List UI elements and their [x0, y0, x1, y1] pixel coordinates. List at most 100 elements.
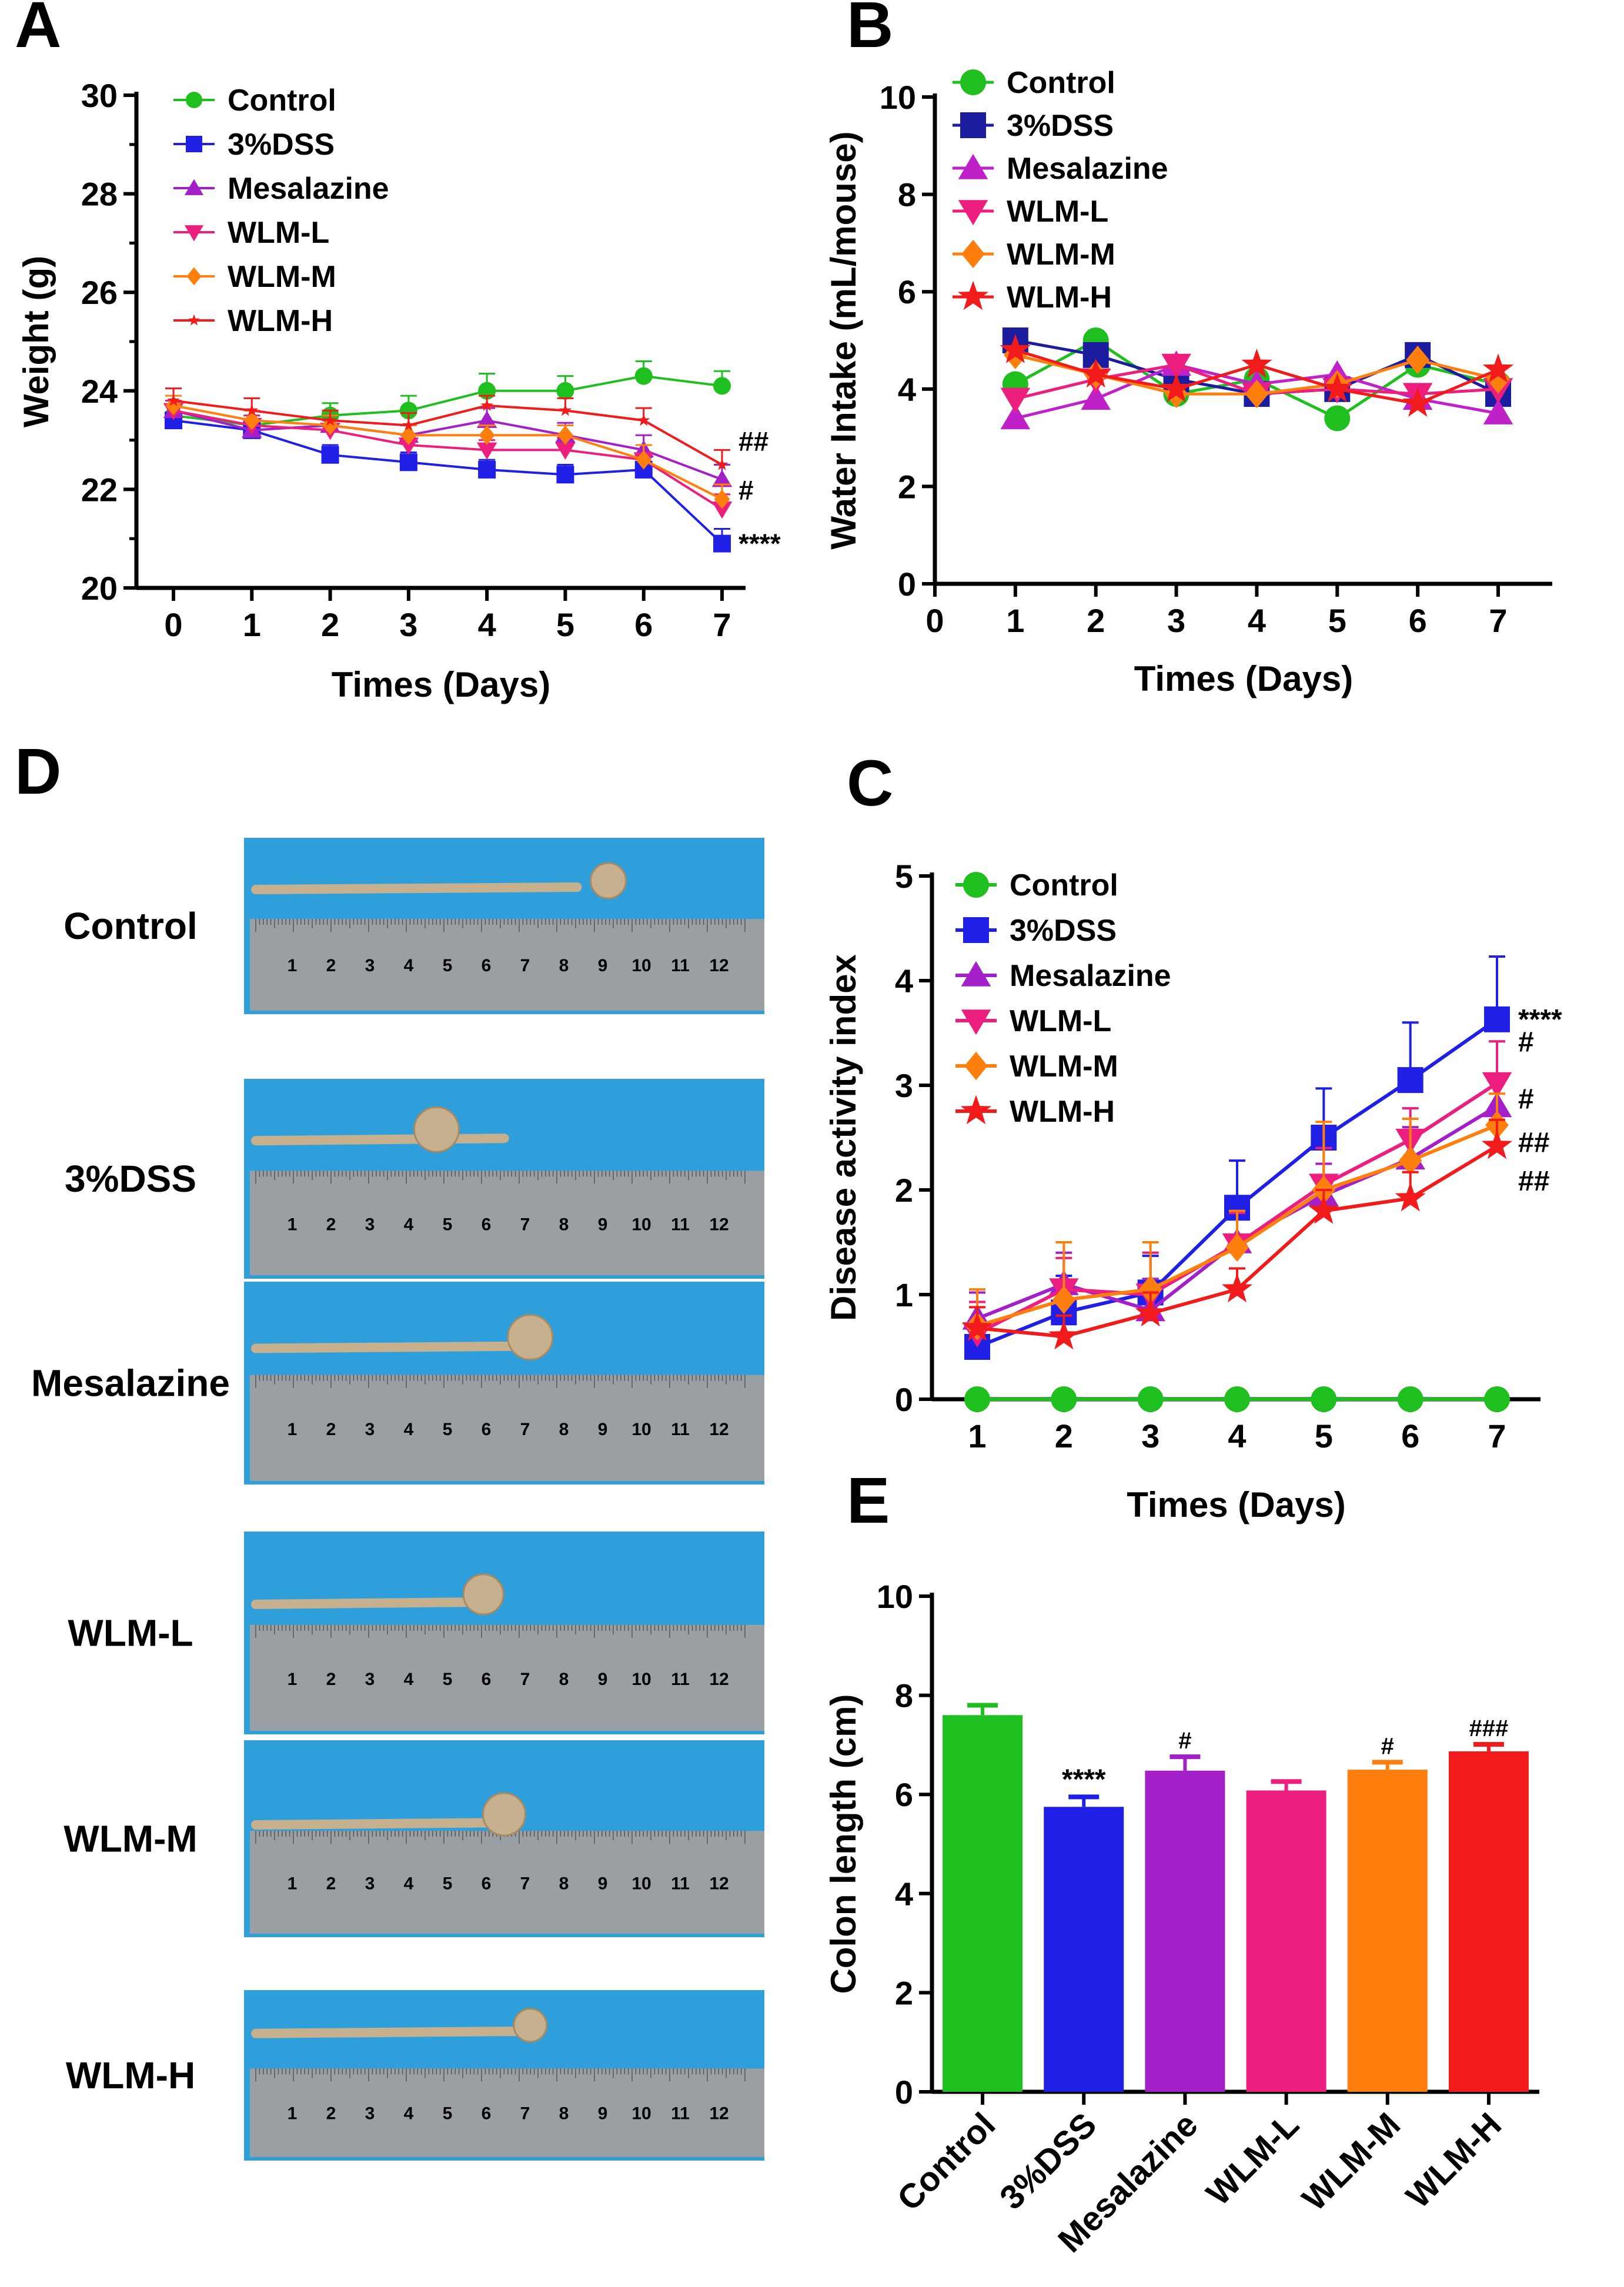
row-label: WLM-H: [66, 2054, 195, 2097]
x-tick-label: 7: [1489, 602, 1507, 639]
significance-label: ##: [1518, 1128, 1549, 1159]
legend-label: WLM-L: [1007, 195, 1108, 229]
legend-item-wlm-l: WLM-L: [173, 216, 329, 250]
ruler-number: 6: [482, 2104, 492, 2124]
legend-marker: [957, 280, 989, 310]
ruler-number: 5: [443, 1874, 453, 1894]
ruler-number: 3: [365, 1420, 375, 1439]
ruler-number: 5: [443, 1215, 453, 1234]
data-point: [1482, 1072, 1512, 1098]
ruler-number: 11: [671, 1215, 690, 1234]
ruler-number: 11: [671, 1420, 690, 1439]
ruler-number: 3: [365, 1215, 375, 1234]
bar: [1044, 1807, 1124, 2092]
y-axis-label: Disease activity index: [824, 954, 863, 1321]
y-tick-label: 1: [895, 1276, 913, 1313]
ruler: [250, 1375, 764, 1481]
data-point: [1137, 1386, 1164, 1412]
row-label: Mesalazine: [31, 1362, 230, 1405]
legend-marker: [186, 92, 202, 108]
ruler-number: 10: [631, 1215, 651, 1234]
panel-label-a: A: [15, 0, 61, 61]
data-point: [1051, 1386, 1077, 1412]
y-tick-label: 6: [895, 1776, 913, 1813]
data-point: [323, 413, 337, 426]
data-point: [245, 404, 258, 416]
row-label: WLM-L: [68, 1612, 193, 1654]
ruler-number: 11: [671, 956, 690, 975]
x-tick-label: 2: [321, 606, 339, 643]
ruler-number: 12: [709, 2104, 729, 2124]
data-point: [1484, 1386, 1510, 1412]
ruler-number: 12: [709, 1420, 729, 1439]
ruler-number: 12: [709, 1874, 729, 1894]
bar: [1246, 1790, 1326, 2092]
data-point: [1138, 1275, 1162, 1304]
ruler-number: 6: [482, 1670, 492, 1689]
legend-marker: [960, 112, 986, 138]
legend-label: Mesalazine: [228, 172, 389, 206]
data-point: [478, 460, 496, 479]
legend-item-wlm-h: WLM-H: [953, 280, 1112, 315]
ruler-number: 11: [671, 1670, 690, 1689]
panel-label-c: C: [847, 747, 893, 820]
ruler-number: 2: [326, 1215, 336, 1234]
ruler-number: 3: [365, 2104, 375, 2124]
ruler-number: 8: [559, 956, 569, 975]
legend-label: Control: [1007, 66, 1115, 100]
legend-marker: [186, 136, 202, 152]
data-point: [1324, 405, 1351, 432]
ruler: [250, 919, 764, 1011]
x-tick-label: 2: [1087, 602, 1105, 639]
x-tick-label: 3: [1167, 602, 1185, 639]
ruler-number: 4: [404, 956, 414, 975]
data-point: [480, 399, 493, 411]
y-tick-label: 0: [898, 566, 916, 603]
ruler-number: 2: [326, 1420, 336, 1439]
legend-marker: [958, 200, 988, 226]
x-tick-label: 1: [243, 606, 261, 643]
photo-control: 1 2 3 4 5 6 7 8 9 10 11 12: [244, 838, 764, 1014]
legend-marker: [188, 314, 200, 326]
data-point: [1322, 373, 1353, 402]
legend-item-control: Control: [953, 66, 1115, 100]
data-point: [1224, 1386, 1250, 1412]
panel-label-b: B: [847, 0, 893, 61]
ruler-number: 7: [520, 1874, 530, 1894]
legend-item-mesalazine: Mesalazine: [953, 152, 1168, 186]
significance-label: #: [1518, 1027, 1534, 1058]
legend-item-wlm-m: WLM-M: [953, 238, 1115, 272]
data-point: [400, 425, 417, 445]
data-point: [476, 410, 497, 428]
x-tick-label: 1: [968, 1417, 986, 1455]
y-axis-label: Weight (g): [16, 256, 56, 427]
x-tick-label: 5: [1328, 602, 1346, 639]
y-tick-label: 30: [81, 77, 118, 114]
x-tick-label: 4: [1228, 1417, 1246, 1455]
significance-label: #: [1518, 1084, 1534, 1115]
legend-item-3-dss: 3%DSS: [953, 109, 1114, 143]
legend-marker: [184, 179, 204, 195]
data-point: [557, 425, 573, 445]
photo-3-dss: 1 2 3 4 5 6 7 8 9 10 11 12: [244, 1079, 764, 1279]
significance-label: #: [739, 475, 754, 506]
x-tick-label: Control: [890, 2105, 1003, 2218]
y-tick-label: 3: [895, 1067, 913, 1104]
x-tick-label: 7: [1488, 1417, 1506, 1455]
colon-specimen: [251, 1134, 509, 1146]
data-point: [399, 453, 417, 472]
series-line: [173, 409, 723, 481]
series-wlm-h: ##: [165, 387, 768, 470]
cecum: [462, 1573, 504, 1616]
data-point: [1482, 353, 1514, 383]
x-tick-label: 3: [1141, 1417, 1159, 1455]
y-tick-label: 5: [895, 858, 913, 895]
significance-label: ##: [739, 426, 768, 457]
ruler-number: 2: [326, 2104, 336, 2124]
x-tick-label: WLM-L: [1199, 2105, 1306, 2213]
legend-item-wlm-m: WLM-M: [955, 1049, 1118, 1084]
legend-marker: [964, 1051, 988, 1081]
photo-wlm-m: 1 2 3 4 5 6 7 8 9 10 11 12: [244, 1740, 764, 1937]
data-point: [1081, 384, 1111, 410]
